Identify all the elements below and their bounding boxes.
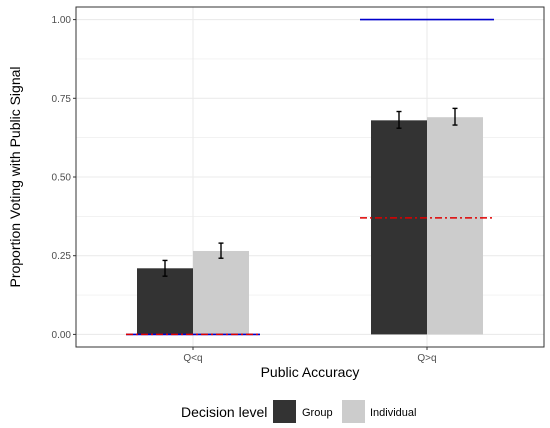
y-tick-label: 0.75 bbox=[52, 94, 72, 105]
legend-title: Decision level bbox=[181, 404, 267, 420]
error-bars bbox=[162, 107, 458, 277]
bar bbox=[193, 250, 249, 335]
bar bbox=[427, 117, 483, 335]
y-tick-label: 1.00 bbox=[52, 15, 72, 26]
x-tick-label: Q<q bbox=[183, 353, 202, 364]
x-axis-title: Public Accuracy bbox=[261, 364, 360, 380]
y-tick-label: 0.50 bbox=[52, 173, 72, 184]
y-tick-label: 0.25 bbox=[52, 251, 72, 262]
legend: Decision level Group Individual bbox=[181, 400, 416, 423]
x-tick-label: Q>q bbox=[417, 353, 436, 364]
reference-lines bbox=[126, 18, 494, 336]
bar bbox=[137, 268, 193, 335]
bars bbox=[137, 117, 483, 335]
legend-key bbox=[342, 400, 365, 423]
y-axis-title: Proportion Voting with Public Signal bbox=[7, 66, 23, 287]
legend-label: Group bbox=[302, 407, 333, 419]
bar bbox=[371, 120, 427, 335]
legend-key bbox=[273, 400, 296, 423]
x-axis-ticks: Q<q Q>q bbox=[183, 347, 437, 364]
y-axis-ticks: 0.00 0.25 0.50 0.75 1.00 bbox=[52, 15, 76, 341]
legend-label: Individual bbox=[370, 407, 416, 419]
y-tick-label: 0.00 bbox=[52, 330, 72, 341]
